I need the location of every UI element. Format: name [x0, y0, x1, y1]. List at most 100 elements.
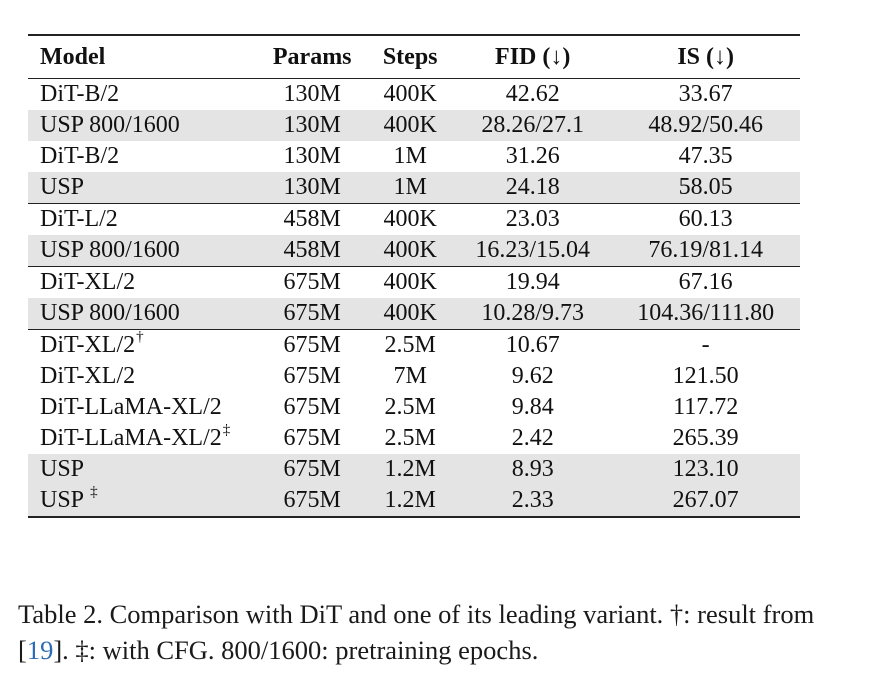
cell-params-text: 675M [283, 487, 341, 513]
footnote-mark: † [136, 329, 144, 345]
cell-fid-text: 2.42 [511, 425, 554, 451]
cell-fid: 42.62 [454, 79, 611, 111]
cell-params-text: 675M [283, 394, 341, 420]
cell-is-text: 48.92/50.46 [648, 112, 763, 138]
cell-steps: 1.2M [366, 454, 455, 485]
cell-model: USP [28, 454, 259, 485]
table-row: DiT-L/2 458M 400K 23.03 60.13 [28, 203, 800, 235]
cell-steps-text: 400K [383, 81, 437, 107]
cell-steps: 400K [366, 266, 455, 298]
cell-model-text: DiT-B/2 [40, 81, 120, 107]
cell-steps: 2.5M [366, 392, 454, 423]
cell-is: 123.10 [611, 454, 800, 485]
cell-params-text: 675M [283, 456, 341, 482]
cell-model: DiT-LLaMA-XL/2‡ [28, 422, 258, 454]
cell-model: USP 800/1600 [28, 235, 259, 267]
results-table-container: Model Params Steps FID (↓) IS (↓) DiT-B/… [28, 34, 800, 518]
cell-steps: 400K [366, 298, 455, 330]
cell-is-text: - [701, 332, 710, 358]
cell-params: 675M [258, 392, 366, 423]
cell-fid-text: 28.26/27.1 [481, 112, 585, 138]
cell-fid-text: 10.28/9.73 [481, 300, 585, 326]
header-is: IS (↓) [611, 34, 800, 79]
cell-steps: 2.5M [366, 329, 455, 361]
cell-model-text: USP 800/1600 [40, 300, 180, 326]
cell-params: 675M [258, 329, 367, 361]
cell-model-text: USP 800/1600 [40, 112, 180, 138]
cell-model: DiT-XL/2 [28, 361, 258, 392]
cell-fid-text: 9.62 [511, 363, 554, 389]
cell-is: 48.92/50.46 [611, 110, 800, 141]
cell-fid: 19.94 [454, 266, 612, 298]
cell-fid: 10.67 [454, 329, 612, 361]
cell-fid-text: 9.84 [511, 394, 554, 420]
cell-fid-text: 10.67 [505, 332, 560, 358]
cell-params-text: 130M [283, 174, 341, 200]
cell-steps: 1M [366, 172, 455, 204]
cell-fid: 23.03 [454, 203, 612, 235]
cell-params-text: 675M [283, 332, 341, 358]
cell-params-text: 458M [283, 237, 341, 263]
cell-steps-text: 2.5M [384, 332, 436, 358]
cell-is-text: 60.13 [678, 206, 733, 232]
cell-steps: 400K [366, 235, 455, 267]
cell-params: 130M [258, 141, 366, 172]
cell-steps-text: 1.2M [384, 487, 436, 513]
cell-is: 58.05 [611, 172, 800, 204]
citation-link[interactable]: 19 [26, 635, 54, 665]
table-row: DiT-LLaMA-XL/2‡ 675M 2.5M 2.42 265.39 [28, 422, 800, 454]
cell-model-text: USP [40, 456, 85, 482]
cell-model-text: DiT-LLaMA-XL/2 [40, 425, 222, 451]
cell-is: 117.72 [611, 392, 800, 423]
cell-params-text: 458M [283, 206, 341, 232]
cell-is: 267.07 [611, 485, 800, 518]
cell-model-text: DiT-L/2 [40, 206, 118, 232]
table-row: USP 675M 1.2M 8.93 123.10 [28, 454, 800, 485]
table-row: USP 800/1600 130M 400K 28.26/27.1 48.92/50.4… [28, 110, 800, 141]
cell-model: USP 800/1600 [28, 110, 259, 141]
cell-params: 130M [258, 172, 367, 204]
cell-params-text: 675M [283, 363, 341, 389]
cell-model-text: DiT-XL/2 [40, 363, 136, 389]
table-row: DiT-B/2 130M 400K 42.62 33.67 [28, 79, 800, 111]
cell-steps: 1M [366, 141, 454, 172]
table-header-row: Model Params Steps FID (↓) IS (↓) [28, 34, 800, 79]
cell-is-text: 33.67 [678, 81, 733, 107]
cell-is: 67.16 [611, 266, 800, 298]
cell-steps: 7M [366, 361, 454, 392]
cell-fid: 9.62 [454, 361, 611, 392]
cell-params: 675M [258, 298, 367, 330]
cell-fid-text: 42.62 [505, 81, 560, 107]
cell-is: - [611, 329, 800, 361]
cell-params: 675M [258, 423, 366, 454]
cell-params-text: 675M [283, 425, 341, 451]
cell-is-text: 67.16 [678, 269, 733, 295]
cell-fid-text: 8.93 [511, 456, 554, 482]
cell-fid: 16.23/15.04 [454, 235, 612, 267]
table-row: DiT-XL/2† 675M 2.5M 10.67 - [28, 329, 800, 361]
table-row: DiT-B/2 130M 1M 31.26 47.35 [28, 141, 800, 172]
cell-fid: 31.26 [454, 141, 611, 172]
cell-fid-text: 19.94 [505, 269, 560, 295]
cell-fid-text: 2.33 [511, 487, 554, 513]
cell-steps-text: 400K [383, 237, 437, 263]
cell-steps: 1.2M [366, 485, 455, 518]
cell-steps-text: 400K [383, 112, 437, 138]
table-row: USP 800/1600 458M 400K 16.23/15.04 76.19/81.… [28, 235, 800, 267]
cell-model: DiT-XL/2 [28, 266, 259, 298]
cell-is-text: 123.10 [672, 456, 739, 482]
table-row: USP 800/1600 675M 400K 10.28/9.73 104.36/111… [28, 298, 800, 330]
cell-is-text: 76.19/81.14 [648, 237, 763, 263]
header-steps: Steps [366, 34, 455, 79]
header-model: Model [28, 34, 259, 79]
cell-is: 47.35 [611, 141, 800, 172]
cell-fid: 10.28/9.73 [454, 298, 612, 330]
cell-steps: 400K [366, 79, 454, 111]
cell-fid: 24.18 [454, 172, 612, 204]
cell-model-text: DiT-LLaMA-XL/2 [40, 394, 222, 420]
caption-text-start: Table 2. Comparison with DiT and one of … [18, 599, 815, 665]
caption-text-end: ]. ‡: with CFG. 800/1600: pretraining ep… [53, 635, 539, 665]
table-row: DiT-XL/2 675M 400K 19.94 67.16 [28, 266, 800, 298]
cell-fid: 2.42 [454, 423, 611, 454]
cell-is: 265.39 [611, 423, 800, 454]
